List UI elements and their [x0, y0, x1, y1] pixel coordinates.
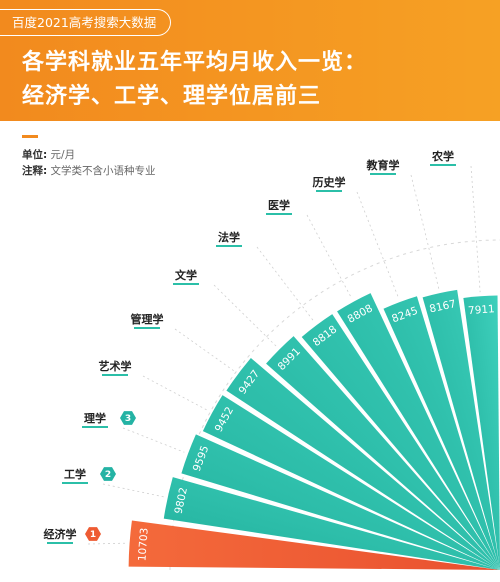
unit-value: 元/月: [50, 149, 76, 161]
category-underline-10: [370, 173, 396, 175]
category-underline-11: [430, 164, 456, 166]
footnote: 注释: 文学类不含小语种专业: [22, 163, 156, 178]
rank-number-2: 2: [105, 470, 111, 480]
leader-line-6: [213, 284, 277, 347]
bar-6: [266, 336, 500, 570]
note-value: 文学类不含小语种专业: [50, 165, 156, 177]
value-label-1: 10703: [136, 527, 150, 561]
bar-10: [422, 289, 500, 570]
category-label-2: 工学: [64, 467, 86, 481]
category-underline-6: [173, 283, 199, 285]
rank-number-1: 1: [90, 530, 96, 540]
title-line-2: 经济学、工学、理学位居前三: [22, 84, 322, 109]
category-underline-3: [82, 426, 108, 428]
rank-badge-1: [85, 527, 101, 541]
header-banner: 百度2021高考搜索大数据 各学科就业五年平均月收入一览： 经济学、工学、理学位…: [0, 0, 500, 121]
category-label-7: 法学: [218, 230, 240, 244]
category-label-6: 文学: [175, 268, 197, 282]
bar-9: [383, 296, 500, 570]
leader-line-1: [87, 542, 126, 545]
leader-line-10: [410, 174, 440, 290]
category-label-10: 教育学: [366, 158, 400, 172]
leader-line-5: [174, 328, 236, 372]
leader-line-3: [122, 427, 185, 453]
bar-5: [226, 358, 500, 570]
category-label-5: 管理学: [131, 312, 164, 326]
category-underline-9: [316, 190, 342, 192]
value-label-2: 9802: [173, 486, 190, 515]
leader-line-9: [356, 191, 399, 299]
bar-8: [337, 293, 500, 570]
category-underline-7: [216, 245, 242, 247]
category-underline-1: [47, 542, 73, 544]
bar-1: [128, 520, 500, 570]
leader-line-11: [470, 165, 481, 293]
category-label-3: 理学: [84, 411, 106, 425]
rank-badge-3: [120, 411, 136, 425]
leader-line-8: [306, 214, 352, 299]
bar-7: [301, 314, 500, 570]
source-badge: 百度2021高考搜索大数据: [0, 9, 172, 36]
category-label-4: 艺术学: [99, 359, 132, 373]
value-label-11: 7911: [468, 303, 496, 317]
unit-note: 单位: 元/月: [22, 147, 75, 162]
bar-4: [202, 395, 500, 570]
page-title: 各学科就业五年平均月收入一览： 经济学、工学、理学位居前三: [22, 46, 367, 114]
category-underline-4: [102, 374, 128, 376]
rank-number-3: 3: [125, 414, 131, 424]
category-underline-8: [266, 213, 292, 215]
guide-arc: [169, 239, 500, 571]
bar-2: [163, 477, 500, 570]
note-key: 注释:: [22, 165, 48, 177]
leader-line-2: [102, 483, 164, 498]
leader-line-7: [256, 246, 315, 323]
unit-key: 单位:: [22, 149, 48, 161]
category-underline-2: [62, 482, 88, 484]
title-line-1: 各学科就业五年平均月收入一览：: [22, 50, 368, 75]
category-label-8: 医学: [268, 198, 290, 212]
category-label-9: 历史学: [313, 175, 346, 189]
leader-line-4: [142, 375, 209, 412]
category-label-1: 经济学: [44, 527, 77, 541]
value-label-10: 8167: [428, 298, 457, 315]
rank-badge-2: [100, 467, 116, 481]
category-underline-5: [134, 327, 160, 329]
bar-11: [463, 295, 500, 570]
accent-divider: [22, 135, 38, 138]
category-label-11: 农学: [431, 149, 454, 163]
bar-3: [181, 434, 500, 570]
